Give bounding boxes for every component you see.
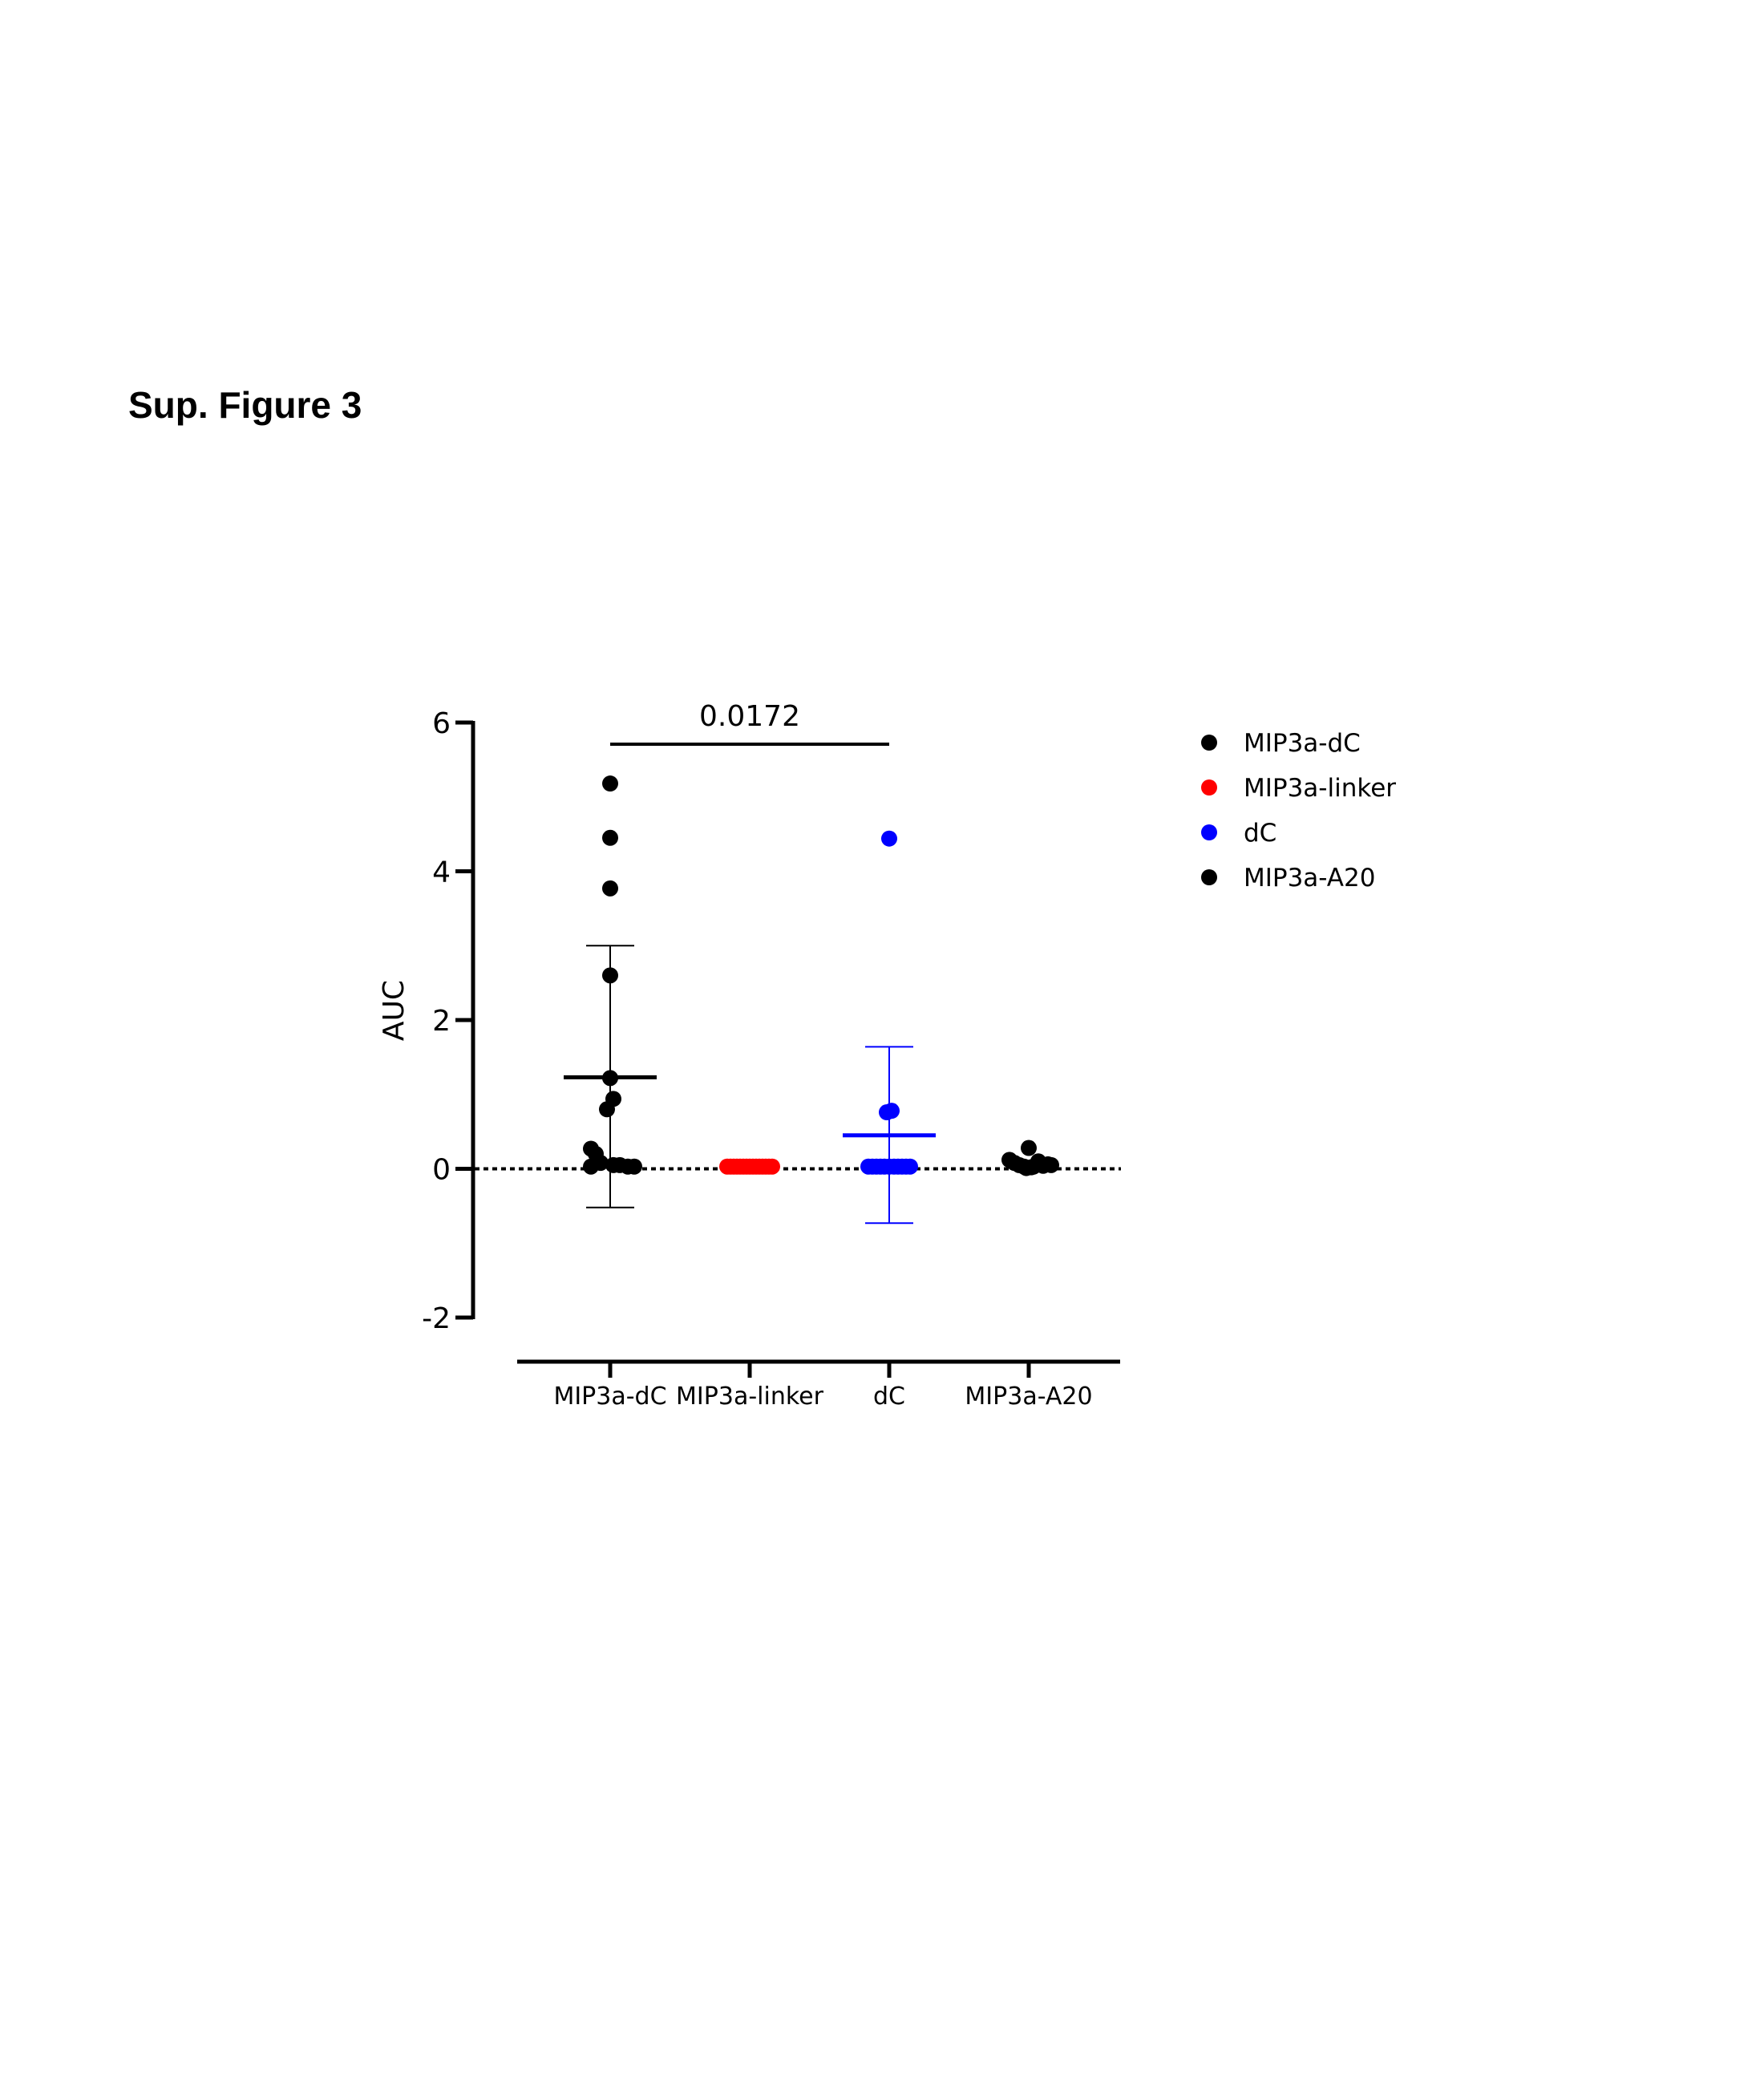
x-axis: MIP3a-dC MIP3a-linker dC MIP3a-A20 <box>517 1359 1120 1411</box>
data-point <box>902 1158 918 1175</box>
significance-annotation: 0.0172 <box>610 700 889 746</box>
legend-marker <box>1201 824 1217 840</box>
data-point <box>602 829 618 846</box>
legend-label: MIP3a-dC <box>1244 729 1361 758</box>
x-tick-label: dC <box>873 1383 905 1411</box>
data-point <box>602 775 618 792</box>
y-tick-label: 6 <box>432 707 451 740</box>
data-point <box>599 1101 615 1118</box>
y-tick-label: -2 <box>422 1302 451 1335</box>
data-point <box>764 1158 780 1175</box>
data-points <box>583 775 1059 1176</box>
legend-label: dC <box>1244 819 1276 848</box>
legend-label: MIP3a-linker <box>1244 774 1396 803</box>
y-tick-label: 4 <box>432 856 451 889</box>
legend: MIP3a-dC MIP3a-linker dC MIP3a-A20 <box>1201 729 1396 893</box>
x-tick-label: MIP3a-linker <box>676 1383 824 1411</box>
legend-label: MIP3a-A20 <box>1244 864 1375 893</box>
data-point <box>602 880 618 897</box>
x-tick-label: MIP3a-A20 <box>965 1383 1092 1411</box>
legend-marker <box>1201 735 1217 751</box>
data-point <box>1018 1160 1034 1176</box>
y-axis-label: AUC <box>378 980 411 1041</box>
x-tick-label: MIP3a-dC <box>553 1383 666 1411</box>
y-tick-label: 2 <box>432 1005 451 1038</box>
y-tick-label: 0 <box>432 1154 451 1187</box>
data-point <box>602 1070 618 1087</box>
data-point <box>602 967 618 984</box>
legend-marker <box>1201 779 1217 796</box>
data-point <box>583 1158 599 1175</box>
legend-marker <box>1201 869 1217 885</box>
y-axis: -2 0 2 4 6 <box>422 707 475 1335</box>
p-value-label: 0.0172 <box>699 700 800 733</box>
data-point <box>626 1158 642 1175</box>
figure-label: Sup. Figure 3 <box>128 384 362 426</box>
data-point <box>881 830 897 847</box>
data-point <box>879 1104 895 1121</box>
data-point <box>1021 1140 1037 1156</box>
error-bars <box>564 945 936 1225</box>
